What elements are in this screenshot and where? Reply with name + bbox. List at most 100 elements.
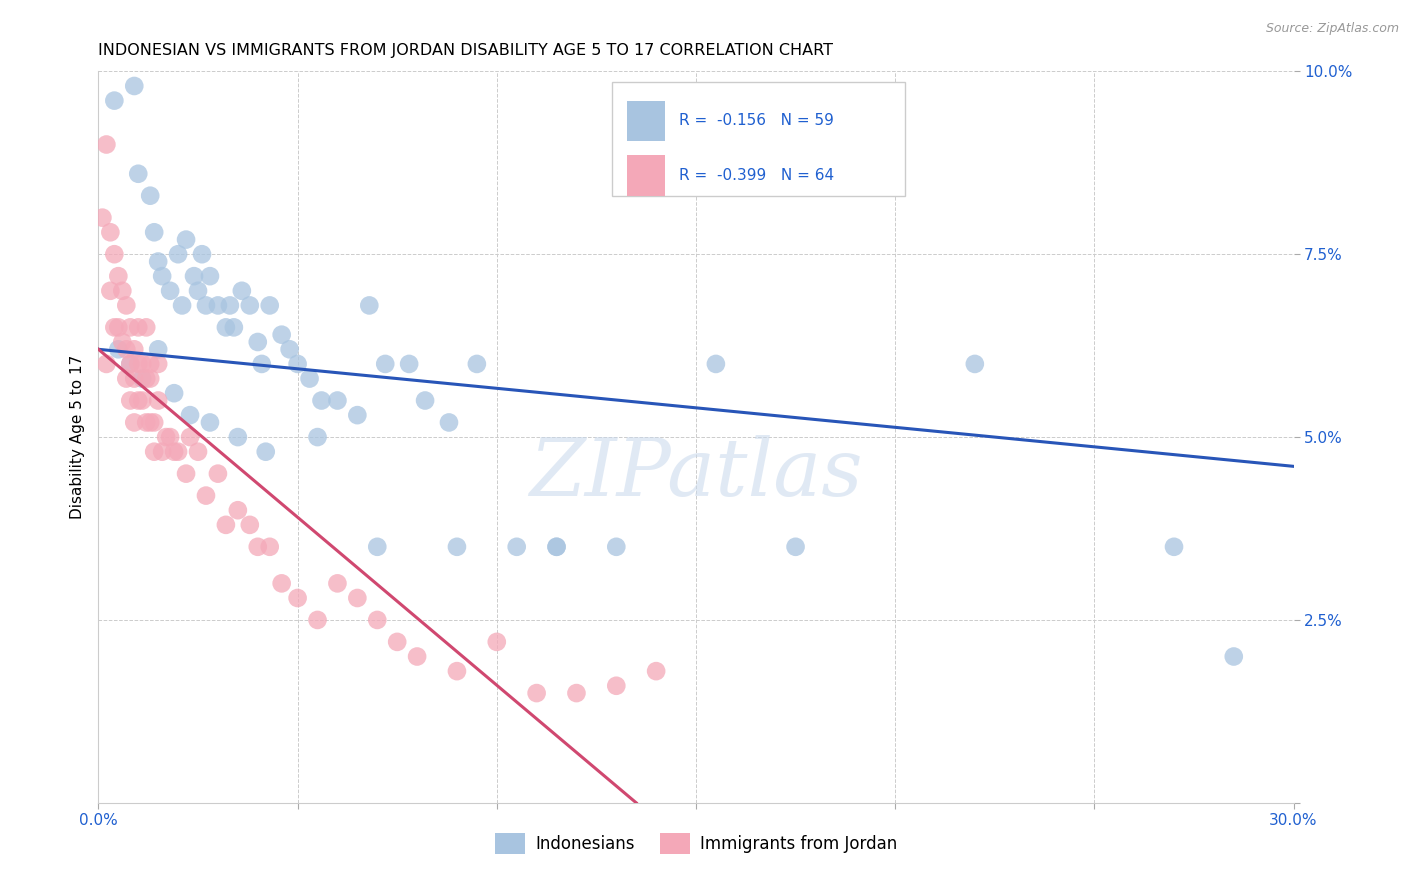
Point [385,635,409,649]
Point [485,635,508,649]
Point [374,357,396,371]
Point [111,284,134,298]
Point [155,430,177,444]
Point [250,357,273,371]
Point [120,320,142,334]
Point [546,540,568,554]
Point [187,284,209,298]
Point [124,371,146,385]
Point [91,211,114,225]
Point [270,576,292,591]
Point [207,298,229,312]
Point [167,444,190,458]
Point [311,393,333,408]
Point [150,444,173,458]
Point [785,540,807,554]
Point [406,649,429,664]
Text: R =  -0.156   N = 59: R = -0.156 N = 59 [679,113,834,128]
Point [287,357,309,371]
Point [219,298,242,312]
Point [159,430,181,444]
Point [115,343,138,357]
Point [254,444,277,458]
Point [195,489,218,503]
Point [163,386,186,401]
Point [139,357,162,371]
Point [346,591,368,605]
Point [124,416,146,430]
Point [103,320,125,334]
Point [226,503,249,517]
Point [198,269,221,284]
Point [605,679,627,693]
Point [131,357,153,371]
Point [1223,649,1246,664]
Point [645,664,668,678]
Point [167,247,190,261]
Point [143,444,166,458]
Point [506,540,529,554]
Point [143,225,166,239]
Point [246,334,269,349]
Bar [627,155,665,195]
Point [135,320,157,334]
Point [198,416,221,430]
Point [107,269,129,284]
Point [546,540,568,554]
Point [179,408,201,422]
Point [127,320,149,334]
Point [103,247,125,261]
Point [124,343,146,357]
Point [963,357,986,371]
Point [346,408,368,422]
Point [127,393,149,408]
Point [143,416,166,430]
Point [287,591,309,605]
Point [183,269,205,284]
Point [111,334,134,349]
Point [135,416,157,430]
Point [115,298,138,312]
Point [231,284,253,298]
Point [115,371,138,385]
Point [307,430,329,444]
Text: INDONESIAN VS IMMIGRANTS FROM JORDAN DISABILITY AGE 5 TO 17 CORRELATION CHART: INDONESIAN VS IMMIGRANTS FROM JORDAN DIS… [98,43,834,58]
Point [326,393,349,408]
Point [174,233,197,247]
Point [148,343,170,357]
Point [526,686,548,700]
Point [307,613,329,627]
Point [246,540,269,554]
Point [207,467,229,481]
Point [107,343,129,357]
Point [148,357,170,371]
Point [298,371,321,385]
Point [103,94,125,108]
Point [1163,540,1185,554]
Point [366,540,388,554]
Point [222,320,245,334]
Legend: Indonesians, Immigrants from Jordan: Indonesians, Immigrants from Jordan [488,827,904,860]
FancyBboxPatch shape [613,82,905,195]
Point [226,430,249,444]
Point [565,686,588,700]
Point [107,320,129,334]
Point [195,298,218,312]
Point [127,357,149,371]
Point [124,78,146,93]
Point [120,357,142,371]
Text: ZIPatlas: ZIPatlas [529,435,863,512]
Point [179,430,201,444]
Point [96,357,118,371]
Point [127,167,149,181]
Point [465,357,488,371]
Point [172,298,194,312]
Point [437,416,460,430]
Point [359,298,381,312]
Point [191,247,214,261]
Point [259,540,281,554]
Point [605,540,627,554]
Point [446,664,468,678]
Point [163,444,186,458]
Point [150,269,173,284]
